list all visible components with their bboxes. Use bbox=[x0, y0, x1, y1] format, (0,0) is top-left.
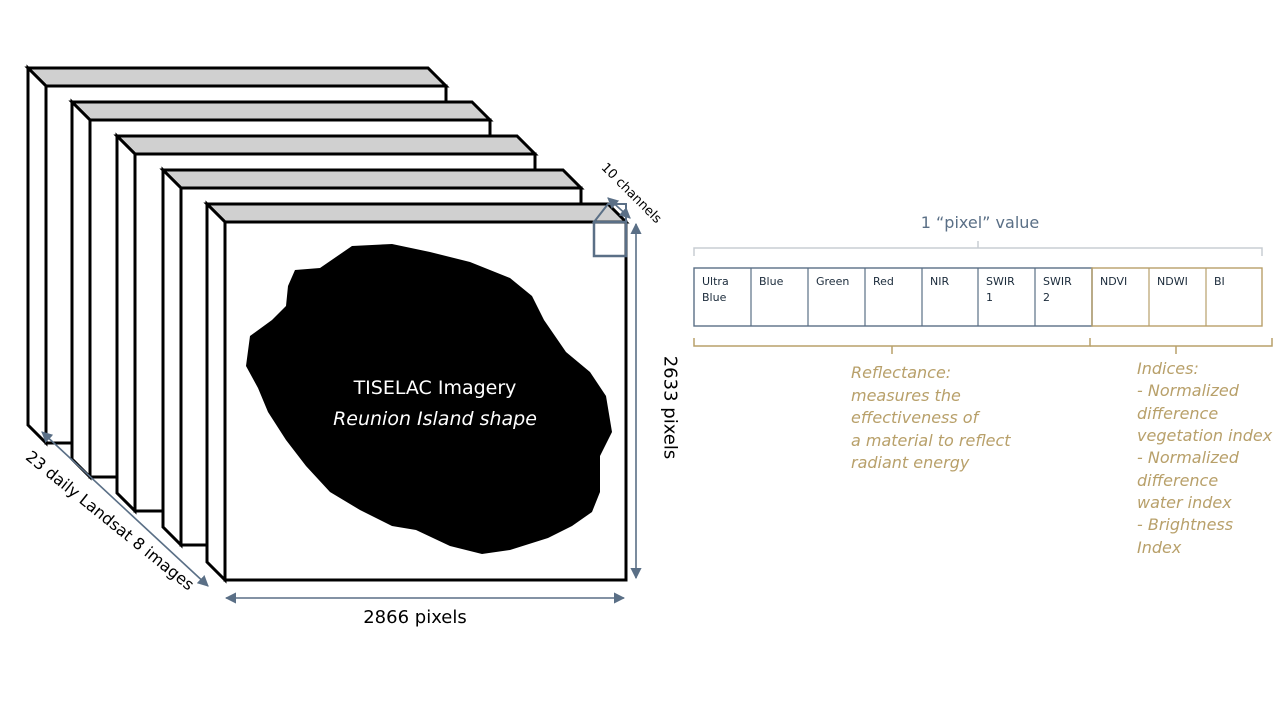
index-item-ndwi: - Normalized difference water index bbox=[1137, 448, 1239, 512]
channels-arrow bbox=[607, 197, 631, 219]
reunion-island-shape bbox=[246, 244, 612, 554]
channel-cell: Green bbox=[816, 275, 850, 288]
channel-cell: SWIR 2 bbox=[1043, 275, 1072, 304]
channel-cell: Ultra Blue bbox=[702, 275, 729, 304]
pixel-value-brace bbox=[693, 241, 1263, 256]
reflectance-brace bbox=[693, 338, 1091, 354]
indices-brace bbox=[1090, 338, 1273, 354]
imagery-title: TISELAC Imagery bbox=[353, 377, 517, 399]
index-item-ndvi: - Normalized difference vegetation index bbox=[1137, 381, 1273, 445]
imagery-subtitle: Reunion Island shape bbox=[333, 408, 537, 430]
index-item-bi: - Brightness Index bbox=[1137, 515, 1234, 557]
depth-arrow bbox=[41, 431, 209, 587]
channel-cell: NDWI bbox=[1157, 275, 1188, 288]
channel-cell: NIR bbox=[930, 275, 950, 288]
pixel-value-label: 1 “pixel” value bbox=[920, 213, 1040, 232]
height-label: 2633 pixels bbox=[659, 355, 681, 460]
channel-cell: Blue bbox=[759, 275, 784, 288]
reflectance-description: Reflectance: measures the effectiveness … bbox=[851, 363, 1011, 472]
channel-cell: Red bbox=[873, 275, 894, 288]
channel-cell: BI bbox=[1214, 275, 1225, 288]
pixel-vector-frame bbox=[693, 267, 1263, 327]
channel-cell: NDVI bbox=[1100, 275, 1128, 288]
width-label: 2866 pixels bbox=[363, 607, 467, 628]
channel-cell: SWIR 1 bbox=[986, 275, 1015, 304]
indices-title: Indices: bbox=[1137, 359, 1199, 378]
